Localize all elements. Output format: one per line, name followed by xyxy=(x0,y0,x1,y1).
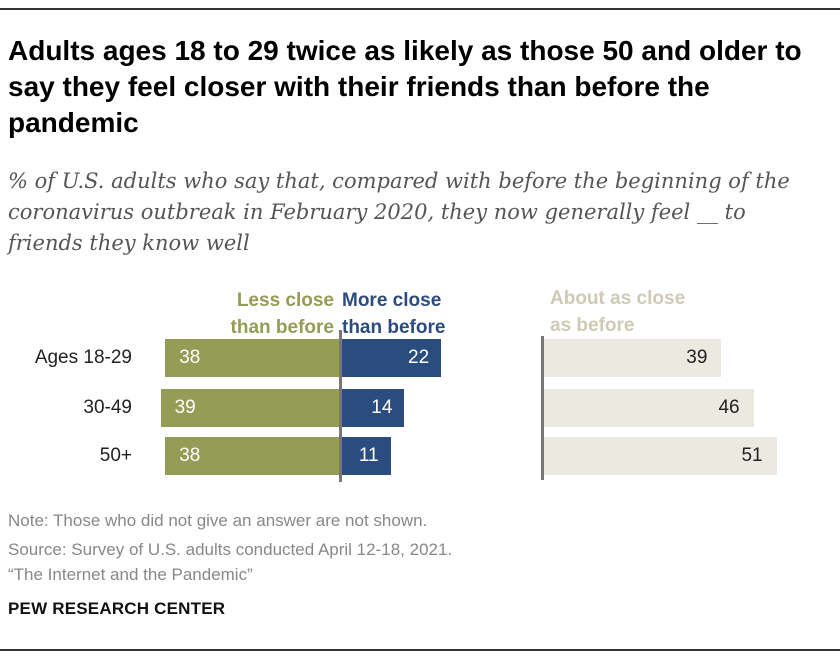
value-about-as-close-18-29: 39 xyxy=(686,347,708,368)
value-less-close-18-29: 38 xyxy=(179,347,201,368)
legend-more-line2: than before xyxy=(342,317,446,338)
value-about-as-close-30-49: 46 xyxy=(718,397,740,418)
bar-less-close-30-49 xyxy=(160,389,340,427)
about-as-close-axis-line xyxy=(541,336,544,480)
bar-about-as-close-30-49 xyxy=(542,389,754,427)
value-about-as-close-50-plus: 51 xyxy=(741,445,763,466)
category-label-30-49: 30-49 xyxy=(83,397,132,418)
value-more-close-50-plus: 11 xyxy=(358,445,379,466)
legend-about-as-close: About as close as before xyxy=(550,285,730,339)
value-more-close-18-29: 22 xyxy=(408,347,430,368)
bottom-rule xyxy=(0,649,840,651)
bar-more-close-30-49 xyxy=(340,389,405,427)
chart-title: Adults ages 18 to 29 twice as likely as … xyxy=(8,35,802,138)
center-axis-line xyxy=(339,330,342,482)
legend-less-close: Less close than before xyxy=(174,287,334,341)
source-text: Source: Survey of U.S. adults conducted … xyxy=(8,540,453,559)
legend-less-line2: than before xyxy=(230,317,334,338)
bar-more-close-50-plus xyxy=(340,437,391,475)
value-less-close-30-49: 39 xyxy=(174,397,196,418)
bar-more-close-18-29 xyxy=(340,339,442,377)
legend-more-line1: More close xyxy=(342,290,442,311)
value-more-close-30-49: 14 xyxy=(371,397,393,418)
category-label-18-29: Ages 18-29 xyxy=(34,347,132,368)
note-text: Note: Those who did not give an answer a… xyxy=(8,511,428,530)
brand-logo-text: PEW RESEARCH CENTER xyxy=(8,599,226,618)
bar-about-as-close-50-plus xyxy=(542,437,777,475)
report-title: “The Internet and the Pandemic” xyxy=(8,565,253,584)
legend-more-close: More close than before xyxy=(342,287,502,341)
legend-same-line2: as before xyxy=(550,315,635,336)
chart-subtitle: % of U.S. adults who say that, compared … xyxy=(8,169,790,255)
legend-less-line1: Less close xyxy=(236,290,334,311)
bar-less-close-18-29 xyxy=(165,339,340,377)
legend-same-line1: About as close xyxy=(550,288,686,309)
top-rule xyxy=(0,8,840,10)
category-label-50-plus: 50+ xyxy=(99,445,132,466)
bar-less-close-50-plus xyxy=(165,437,340,475)
bar-about-as-close-18-29 xyxy=(542,339,722,377)
value-less-close-50-plus: 38 xyxy=(179,445,201,466)
